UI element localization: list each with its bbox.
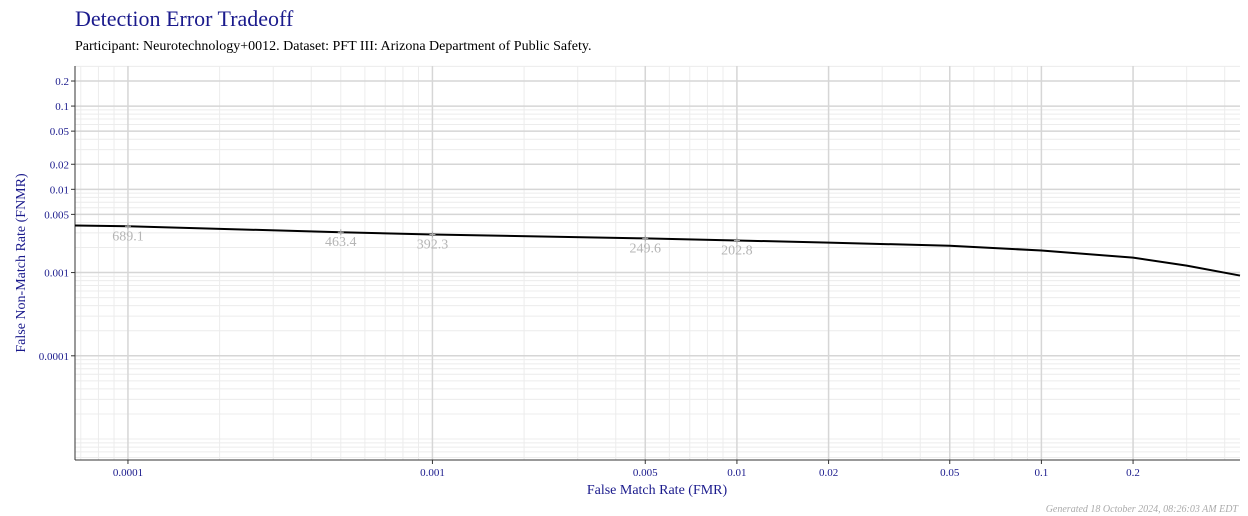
threshold-label: 392.3 (417, 237, 449, 252)
det-curve (74, 224, 1241, 277)
x-tick-label: 0.01 (727, 467, 746, 479)
y-axis-label: False Non-Match Rate (FNMR) (14, 173, 29, 353)
threshold-marker (429, 231, 436, 238)
threshold-label: 202.8 (721, 243, 753, 258)
x-tick-label: 0.001 (420, 467, 445, 479)
chart-subtitle: Participant: Neurotechnology+0012. Datas… (75, 39, 591, 54)
chart-title: Detection Error Tradeoff (75, 6, 294, 31)
x-tick-label: 0.02 (819, 467, 838, 479)
threshold-marker (733, 237, 740, 244)
threshold-marker (337, 229, 344, 236)
y-tick-label: 0.001 (44, 268, 69, 280)
x-tick-label: 0.2 (1126, 467, 1140, 479)
y-tick-label: 0.02 (50, 159, 69, 171)
x-tick-label: 0.1 (1035, 467, 1049, 479)
y-tick-label: 0.005 (44, 209, 69, 221)
threshold-label: 463.4 (325, 235, 357, 250)
x-tick-label: 0.05 (940, 467, 960, 479)
threshold-marker (642, 235, 649, 242)
y-tick-label: 0.2 (55, 76, 69, 88)
threshold-marker (124, 223, 131, 230)
x-tick-label: 0.0001 (113, 467, 143, 479)
y-tick-label: 0.0001 (39, 351, 69, 363)
footer: Generated 18 October 2024, 08:26:03 AM E… (1046, 504, 1240, 515)
x-axis-label: False Match Rate (FMR) (587, 483, 728, 498)
y-tick-label: 0.05 (50, 126, 70, 138)
x-tick-label: 0.005 (633, 467, 658, 479)
y-tick-label: 0.1 (55, 101, 69, 113)
threshold-label: 689.1 (112, 229, 144, 244)
y-tick-label: 0.01 (50, 184, 69, 196)
threshold-label: 249.6 (630, 241, 662, 256)
